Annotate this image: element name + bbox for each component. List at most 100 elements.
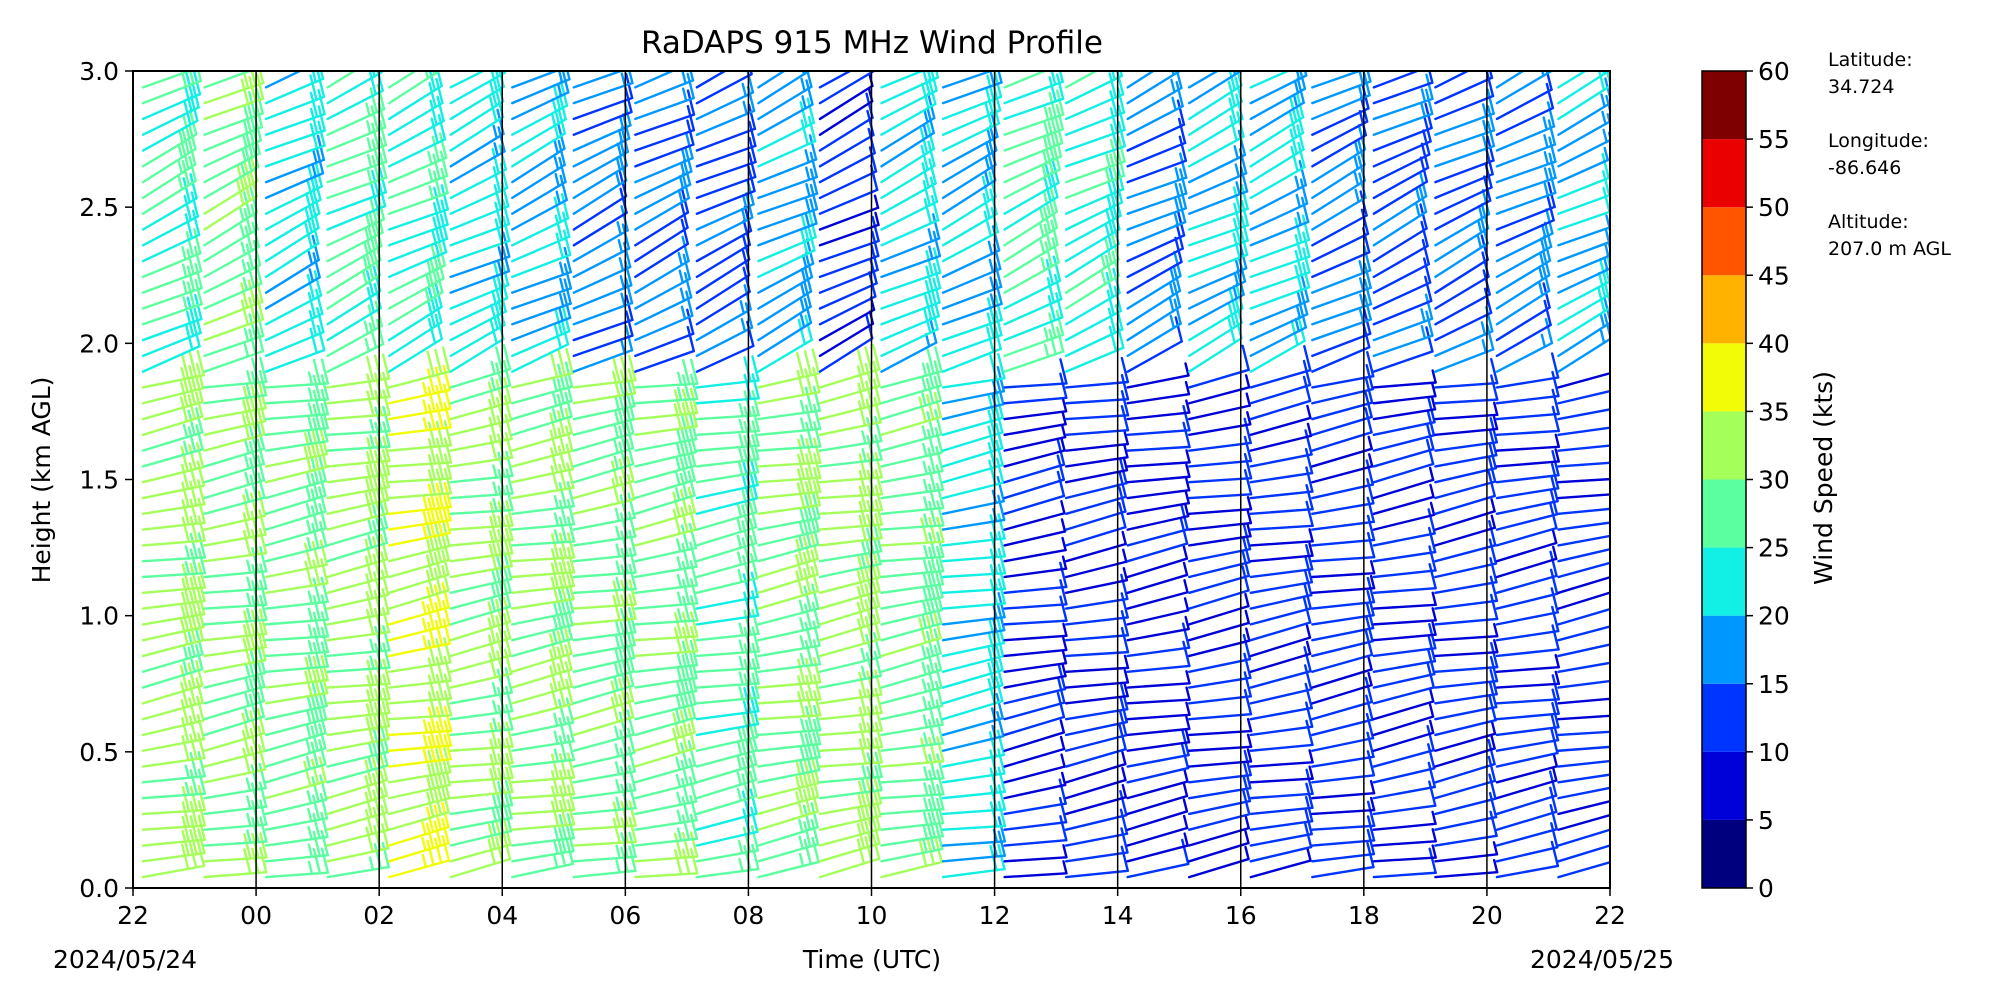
barb-feather [743, 591, 752, 618]
wind-barb [1126, 670, 1191, 689]
barb-shaft [264, 242, 320, 279]
barb-feather [1363, 278, 1373, 306]
barb-shaft [572, 617, 637, 626]
barb-half-feather [182, 280, 188, 295]
barb-feather [426, 368, 436, 395]
barb-feather [371, 169, 380, 197]
barb-feather [627, 511, 637, 538]
barb-feather [857, 382, 866, 409]
wind-barb [1495, 674, 1560, 705]
wind-barb [141, 515, 207, 547]
barb-shaft [695, 127, 757, 152]
barb-shaft [695, 778, 758, 800]
barb-shaft [511, 823, 576, 831]
barb-feather [497, 529, 506, 556]
wind-barb [1126, 99, 1186, 152]
barb-shaft [1434, 275, 1490, 310]
barb-feather [689, 831, 699, 858]
barb-feather [802, 788, 812, 816]
wind-barb [634, 104, 696, 152]
barb-feather [873, 650, 883, 677]
wind-barb [449, 395, 513, 437]
barb-shaft [1003, 113, 1065, 136]
barb-shaft [1126, 220, 1187, 247]
barb-shaft [326, 445, 391, 452]
barb-feather [566, 734, 576, 761]
barb-feather [936, 516, 945, 543]
barb-half-feather [307, 416, 314, 432]
wind-barb [634, 454, 696, 500]
barb-shaft [880, 834, 944, 847]
barb-feather [312, 848, 322, 875]
barb-half-feather [422, 748, 429, 764]
barb-feather [1364, 676, 1374, 704]
wind-barb [634, 325, 696, 373]
barb-feather [181, 499, 190, 526]
barb-shaft [1311, 80, 1372, 105]
wind-barb [1064, 783, 1128, 816]
barb-shaft [1126, 429, 1191, 437]
barb-half-feather [676, 574, 683, 589]
barb-feather [928, 532, 937, 559]
barb-shaft [1064, 71, 1099, 89]
barb-half-feather [1293, 79, 1300, 94]
barb-shaft [1064, 495, 1127, 516]
barb-half-feather [367, 519, 373, 534]
barb-feather [556, 630, 566, 658]
barb-shaft [572, 498, 636, 516]
wind-barb [1249, 597, 1312, 642]
barb-shaft [141, 639, 205, 658]
wind-barb [1495, 352, 1560, 389]
wind-barb [1064, 267, 1121, 326]
wind-barb [880, 346, 943, 389]
barb-feather [1488, 791, 1498, 819]
barb-half-feather [1060, 423, 1067, 439]
barb-feather [366, 674, 375, 702]
barb-feather [566, 71, 571, 81]
barb-feather [1117, 121, 1126, 148]
barb-half-feather [1233, 145, 1239, 160]
barb-feather [805, 453, 814, 480]
barb-feather [925, 630, 935, 658]
barb-shaft [1372, 603, 1437, 610]
barb-feather [189, 751, 198, 779]
barb-feather [248, 313, 257, 340]
barb-shaft [141, 599, 206, 610]
wind-barb [141, 768, 207, 800]
barb-feather [1120, 356, 1130, 384]
wind-barb [1003, 89, 1065, 136]
barb-feather [433, 584, 443, 611]
barb-feather [259, 799, 268, 826]
barb-half-feather [616, 142, 623, 157]
barb-half-feather [1540, 47, 1543, 59]
barb-half-feather [923, 109, 929, 124]
wind-barb [1372, 171, 1428, 231]
barb-shaft [1126, 514, 1190, 531]
barb-half-feather [923, 544, 929, 560]
barb-half-feather [1183, 597, 1190, 612]
barb-feather [689, 795, 698, 822]
barb-shaft [1188, 657, 1252, 673]
barb-shaft [572, 247, 631, 279]
barb-feather [1614, 497, 1620, 521]
barb-shaft [1372, 420, 1436, 437]
barb-feather [1240, 71, 1243, 72]
wind-barb [1249, 107, 1305, 168]
wind-barb [326, 502, 389, 547]
barb-shaft [387, 191, 449, 215]
barb-feather [181, 481, 190, 508]
barb-feather [443, 402, 452, 429]
barb-shaft [572, 733, 635, 752]
barb-feather [180, 699, 189, 726]
barb-feather [196, 349, 205, 377]
barb-shaft [757, 338, 813, 373]
barb-half-feather [244, 708, 250, 723]
barb-shaft [387, 174, 449, 200]
wind-barb [264, 358, 330, 389]
wind-barb [387, 468, 453, 500]
barb-feather [374, 436, 383, 463]
barb-shaft [634, 781, 697, 800]
barb-shaft [264, 665, 330, 673]
wind-barb [634, 218, 689, 279]
wind-barb [264, 120, 326, 168]
